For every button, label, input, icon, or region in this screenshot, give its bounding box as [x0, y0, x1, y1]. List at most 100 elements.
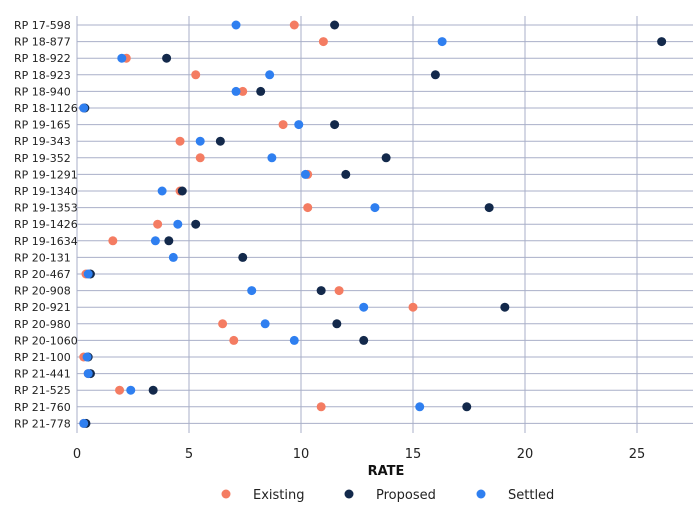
legend-marker-proposed: [344, 489, 354, 499]
point-settled: [173, 219, 183, 229]
category-label: RP 21-100: [14, 351, 71, 364]
point-proposed: [657, 37, 667, 47]
point-settled: [117, 53, 127, 63]
category-label: RP 20-131: [14, 251, 71, 264]
point-settled: [247, 286, 257, 296]
point-settled: [126, 385, 136, 395]
point-settled: [83, 269, 93, 279]
x-tick-label: 15: [405, 447, 422, 462]
point-proposed: [359, 335, 369, 345]
category-label: RP 19-352: [14, 152, 71, 165]
category-labels: RP 17-598 RP 18-877 RP 18-922 RP 18-923 RP 1…: [14, 19, 78, 430]
category-label: RP 20-921: [14, 301, 71, 314]
point-proposed: [500, 302, 510, 312]
point-settled: [231, 86, 241, 96]
category-label: RP 19-1634: [14, 235, 78, 248]
point-proposed: [332, 319, 342, 329]
point-existing: [229, 335, 239, 345]
x-tick-label: 10: [293, 447, 310, 462]
category-label: RP 21-441: [14, 368, 71, 381]
point-existing: [303, 203, 313, 213]
category-label: RP 20-1060: [14, 334, 78, 347]
point-proposed: [191, 219, 201, 229]
point-existing: [175, 136, 185, 146]
point-settled: [231, 20, 241, 30]
category-label: RP 19-1340: [14, 185, 78, 198]
point-settled: [150, 236, 160, 246]
category-label: RP 20-908: [14, 285, 71, 298]
point-existing: [316, 402, 326, 412]
legend-marker-settled: [476, 489, 486, 499]
point-proposed: [330, 20, 340, 30]
category-label: RP 19-1291: [14, 168, 78, 181]
point-proposed: [381, 153, 391, 163]
category-label: RP 18-1126: [14, 102, 78, 115]
point-settled: [370, 203, 380, 213]
point-existing: [318, 37, 328, 47]
point-existing: [108, 236, 118, 246]
point-settled: [157, 186, 167, 196]
category-label: RP 19-343: [14, 135, 71, 148]
legend-label-settled: Settled: [508, 488, 554, 503]
category-label: RP 18-923: [14, 69, 71, 82]
x-tick-label: 20: [517, 447, 534, 462]
x-tick-label: 5: [185, 447, 193, 462]
point-existing: [153, 219, 163, 229]
point-settled: [359, 302, 369, 312]
category-label: RP 19-1353: [14, 202, 78, 215]
point-proposed: [341, 169, 351, 179]
x-tick-labels: 0 5 10 15 20 25: [73, 447, 645, 462]
category-label: RP 21-760: [14, 401, 71, 414]
point-existing: [278, 120, 288, 130]
category-label: RP 19-165: [14, 119, 71, 132]
legend-label-existing: Existing: [253, 488, 305, 503]
point-settled: [437, 37, 447, 47]
point-existing: [191, 70, 201, 80]
point-settled: [82, 352, 92, 362]
point-existing: [238, 86, 248, 96]
point-settled: [83, 369, 93, 379]
point-proposed: [330, 120, 340, 130]
point-proposed: [316, 286, 326, 296]
point-existing: [289, 20, 299, 30]
point-proposed: [215, 136, 225, 146]
point-proposed: [162, 53, 172, 63]
x-axis-title: RATE: [368, 464, 405, 479]
point-proposed: [177, 186, 187, 196]
point-proposed: [148, 385, 158, 395]
x-tick-label: 25: [629, 447, 646, 462]
point-proposed: [256, 86, 266, 96]
point-settled: [168, 252, 178, 262]
category-label: RP 20-980: [14, 318, 71, 331]
point-proposed: [238, 252, 248, 262]
category-label: RP 18-877: [14, 36, 71, 49]
point-existing: [218, 319, 228, 329]
point-settled: [260, 319, 270, 329]
point-existing: [334, 286, 344, 296]
point-existing: [195, 153, 205, 163]
category-label: RP 18-940: [14, 85, 71, 98]
category-label: RP 21-525: [14, 384, 71, 397]
category-label: RP 17-598: [14, 19, 71, 32]
legend-marker-existing: [221, 489, 231, 499]
point-settled: [195, 136, 205, 146]
point-existing: [408, 302, 418, 312]
point-proposed: [484, 203, 494, 213]
data-points: [79, 20, 667, 428]
category-label: RP 18-922: [14, 52, 71, 65]
legend-label-proposed: Proposed: [376, 488, 436, 503]
point-proposed: [462, 402, 472, 412]
point-settled: [300, 169, 310, 179]
x-tick-label: 0: [73, 447, 81, 462]
category-label: RP 21-778: [14, 417, 71, 430]
grid: [76, 16, 693, 433]
point-proposed: [164, 236, 174, 246]
legend: Existing Proposed Settled: [221, 488, 554, 503]
point-existing: [115, 385, 125, 395]
point-settled: [415, 402, 425, 412]
point-settled: [265, 70, 275, 80]
point-settled: [79, 103, 89, 113]
category-label: RP 19-1426: [14, 218, 78, 231]
point-settled: [79, 418, 89, 428]
